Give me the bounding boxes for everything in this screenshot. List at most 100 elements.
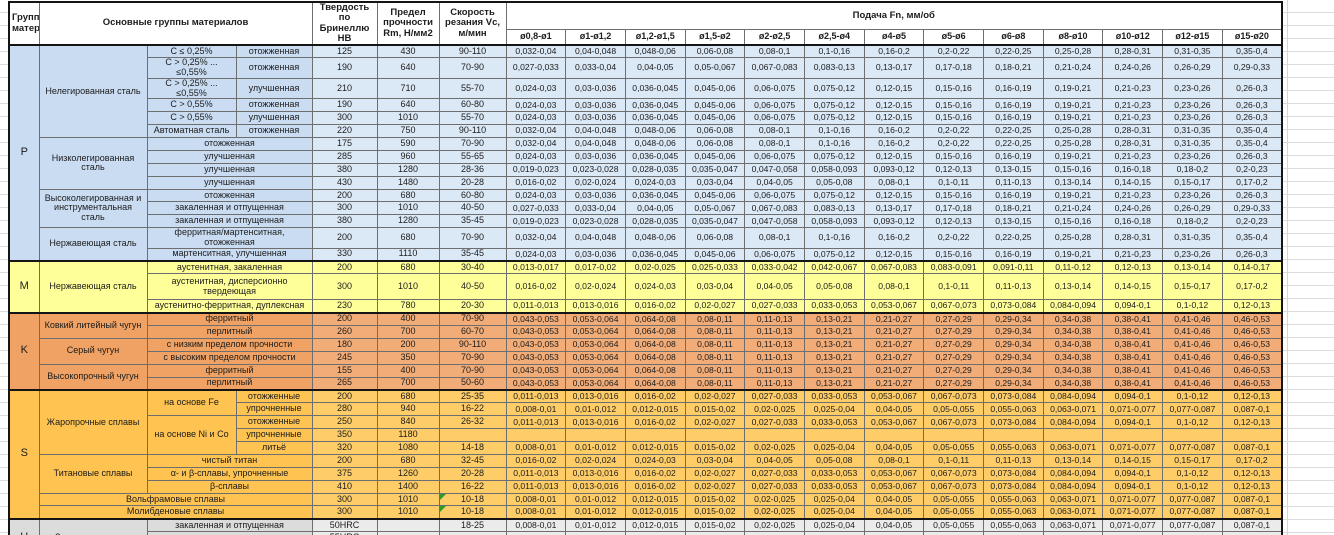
feed-value-cell[interactable]: 0,016-0,02: [505, 453, 567, 468]
feed-value-cell[interactable]: 0,067-0,083: [744, 57, 805, 79]
feed-value-cell[interactable]: 0,35-0,4: [1221, 124, 1283, 138]
feed-value-cell[interactable]: 0,16-0,18: [1102, 214, 1164, 229]
feed-value-cell[interactable]: 0,015-0,02: [684, 492, 746, 507]
feed-value-cell[interactable]: 0,13-0,17: [863, 201, 925, 216]
feed-value-cell[interactable]: 0,29-0,33: [1221, 57, 1283, 79]
feed-value-cell[interactable]: 0,02-0,025: [744, 517, 805, 533]
feed-value-cell[interactable]: 0,01-0,012: [565, 440, 626, 455]
feed-value-cell[interactable]: 0,015-0,02: [684, 402, 746, 417]
feed-value-cell[interactable]: 0,06-0,075: [744, 247, 805, 262]
group-letter-cell[interactable]: K: [8, 311, 40, 391]
feed-value-cell[interactable]: 0,1-0,12: [1162, 299, 1223, 314]
feed-value-cell[interactable]: 0,027-0,033: [505, 57, 567, 79]
strength-cell[interactable]: 1180: [376, 428, 440, 442]
feed-value-cell[interactable]: 0,08-0,11: [684, 350, 746, 365]
strength-cell[interactable]: 680: [376, 260, 440, 275]
feed-value-cell[interactable]: 0,019-0,023: [505, 162, 567, 177]
feed-value-cell[interactable]: 0,03-0,036: [565, 247, 626, 262]
feed-value-cell[interactable]: [744, 428, 805, 442]
feed-value-cell[interactable]: 0,075-0,12: [803, 77, 865, 100]
hardness-cell[interactable]: 430: [311, 175, 378, 190]
cutting-speed-cell[interactable]: 28-36: [438, 162, 507, 177]
group-letter-cell[interactable]: H: [8, 517, 40, 535]
cutting-speed-cell[interactable]: 55-65: [438, 149, 507, 164]
feed-value-cell[interactable]: 0,013-0,016: [565, 299, 626, 314]
feed-value-cell[interactable]: 0,2-0,23: [1221, 162, 1283, 177]
feed-value-cell[interactable]: 0,23-0,26: [1162, 247, 1223, 262]
feed-value-cell[interactable]: 0,17-0,2: [1221, 175, 1283, 190]
strength-cell[interactable]: 680: [376, 227, 440, 249]
feed-value-cell[interactable]: 0,027-0,033: [505, 201, 567, 216]
state-cell[interactable]: перлитный: [146, 376, 313, 391]
feed-value-cell[interactable]: 0,064-0,08: [624, 324, 686, 339]
feed-value-cell[interactable]: 0,01-0,012: [565, 492, 626, 507]
cutting-speed-cell[interactable]: 60-80: [438, 188, 507, 203]
hardness-cell[interactable]: 300: [311, 505, 378, 520]
feed-value-cell[interactable]: 0,34-0,38: [1042, 376, 1104, 391]
feed-value-cell[interactable]: 0,22-0,25: [983, 44, 1044, 59]
feed-value-cell[interactable]: 0,14-0,15: [1102, 273, 1164, 301]
feed-value-cell[interactable]: 0,025-0,04: [803, 517, 865, 533]
feed-value-cell[interactable]: 0,27-0,29: [923, 311, 985, 326]
feed-value-cell[interactable]: 0,033-0,053: [803, 299, 865, 314]
cutting-speed-cell[interactable]: 90-110: [438, 44, 507, 59]
group-letter-cell[interactable]: M: [8, 260, 40, 314]
strength-cell[interactable]: 680: [376, 453, 440, 468]
feed-value-cell[interactable]: 0,033-0,042: [744, 260, 805, 275]
feed-value-cell[interactable]: 0,063-0,071: [1042, 492, 1104, 507]
feed-value-cell[interactable]: 0,23-0,26: [1162, 149, 1223, 164]
feed-value-cell[interactable]: 0,045-0,06: [684, 247, 746, 262]
feed-value-cell[interactable]: 0,028-0,035: [624, 162, 686, 177]
strength-cell[interactable]: 940: [376, 402, 440, 417]
feed-value-cell[interactable]: 0,13-0,21: [803, 311, 865, 326]
state-cell[interactable]: ферритный: [146, 311, 313, 326]
feed-value-cell[interactable]: 0,04-0,05: [863, 505, 925, 520]
feed-value-cell[interactable]: 0,38-0,41: [1102, 350, 1164, 365]
feed-value-cell[interactable]: 0,063-0,071: [1042, 505, 1104, 520]
feed-value-cell[interactable]: 0,053-0,064: [565, 350, 626, 365]
feed-value-cell[interactable]: 0,21-0,27: [863, 376, 925, 391]
hardness-cell[interactable]: 175: [311, 136, 378, 151]
feed-value-cell[interactable]: 0,067-0,073: [923, 415, 985, 430]
feed-value-cell[interactable]: 0,27-0,29: [923, 324, 985, 339]
feed-value-cell[interactable]: 0,26-0,3: [1221, 149, 1283, 164]
feed-value-cell[interactable]: 0,033-0,053: [803, 479, 865, 494]
feed-value-cell[interactable]: 0,12-0,15: [863, 188, 925, 203]
feed-value-cell[interactable]: 0,02-0,025: [744, 492, 805, 507]
feed-value-cell[interactable]: 0,075-0,12: [803, 111, 865, 126]
hardness-cell[interactable]: 190: [311, 98, 378, 113]
feed-value-cell[interactable]: 0,02-0,025: [744, 440, 805, 455]
feed-value-cell[interactable]: 0,032-0,04: [505, 44, 567, 59]
state-cell[interactable]: улучшенная: [146, 175, 313, 190]
subgroup-cell[interactable]: C > 0,25% ... ≤0,55%: [146, 57, 237, 79]
state-cell[interactable]: с высоким пределом прочности: [146, 350, 313, 365]
hardness-cell[interactable]: 250: [311, 415, 378, 430]
feed-value-cell[interactable]: 0,13-0,15: [983, 162, 1044, 177]
feed-value-cell[interactable]: 0,024-0,03: [505, 98, 567, 113]
feed-value-cell[interactable]: 0,16-0,2: [863, 44, 925, 59]
feed-value-cell[interactable]: 0,064-0,08: [624, 363, 686, 378]
strength-cell[interactable]: 1010: [376, 273, 440, 301]
state-cell[interactable]: отожженная: [235, 124, 313, 138]
feed-value-cell[interactable]: 0,008-0,01: [505, 402, 567, 417]
feed-value-cell[interactable]: 0,067-0,073: [923, 299, 985, 314]
feed-value-cell[interactable]: 0,19-0,21: [1042, 111, 1104, 126]
feed-value-cell[interactable]: 0,41-0,46: [1162, 324, 1223, 339]
feed-value-cell[interactable]: 0,042-0,067: [803, 260, 865, 275]
feed-value-cell[interactable]: 0,05-0,08: [803, 273, 865, 301]
feed-value-cell[interactable]: 0,21-0,24: [1042, 57, 1104, 79]
feed-value-cell[interactable]: [1102, 531, 1164, 535]
feed-value-cell[interactable]: 0,12-0,15: [863, 98, 925, 113]
feed-value-cell[interactable]: 0,06-0,075: [744, 149, 805, 164]
strength-cell[interactable]: 1010: [376, 111, 440, 126]
feed-value-cell[interactable]: 0,12-0,15: [863, 247, 925, 262]
feed-value-cell[interactable]: 0,04-0,05: [863, 402, 925, 417]
feed-value-cell[interactable]: 0,064-0,08: [624, 350, 686, 365]
strength-cell[interactable]: [376, 517, 440, 533]
feed-value-cell[interactable]: 0,06-0,075: [744, 188, 805, 203]
material-family-cell[interactable]: Нержавеющая сталь: [38, 260, 148, 314]
material-family-cell[interactable]: Жаропрочные сплавы: [38, 388, 148, 455]
feed-value-cell[interactable]: 0,047-0,058: [744, 214, 805, 229]
hardness-cell[interactable]: 375: [311, 466, 378, 481]
feed-value-cell[interactable]: 0,083-0,13: [803, 201, 865, 216]
